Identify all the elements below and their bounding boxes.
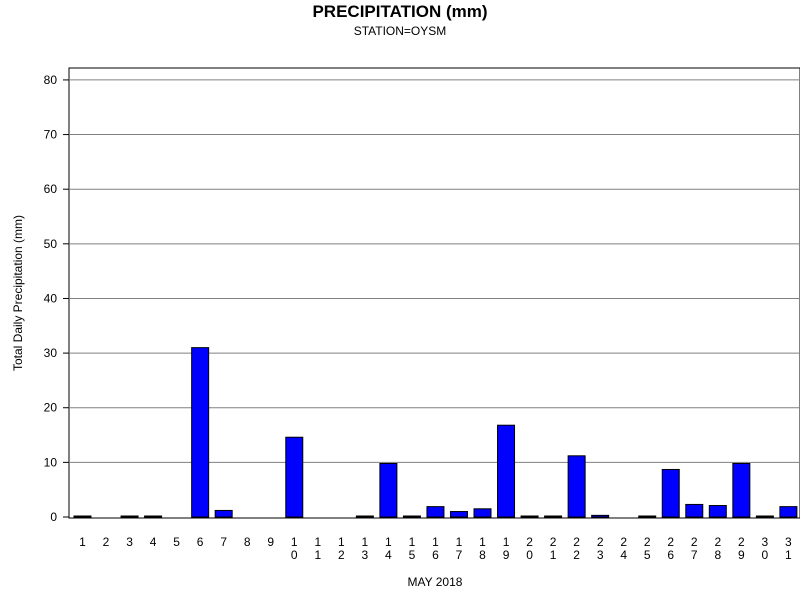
plot-frame [68,67,800,519]
x-tick-label: 2 [644,535,651,549]
bar-day-30 [755,515,774,518]
x-tick-label: 1 [338,535,345,549]
x-tick-label: 1 [432,535,439,549]
bar-day-1 [73,515,92,518]
x-tick-label: 9 [503,548,510,562]
x-tick-label: 0 [526,548,533,562]
x-tick-label: 2 [550,535,557,549]
x-tick-label: 1 [314,548,321,562]
x-tick-label: 2 [597,535,604,549]
x-tick-label: 1 [550,548,557,562]
bar-day-19 [497,424,516,518]
x-tick-label: 4 [620,548,627,562]
bar-day-3 [120,515,139,518]
x-tick-label: 1 [291,535,298,549]
x-tick-label: 4 [150,535,157,549]
x-tick-label: 2 [103,535,110,549]
bar-day-28 [708,505,727,518]
x-tick-label: 9 [738,548,745,562]
bar-day-29 [732,462,751,518]
bar-day-22 [567,455,586,518]
x-tick-label: 3 [762,535,769,549]
x-tick-label: 5 [409,548,416,562]
y-tick-label: 30 [44,346,58,360]
x-tick-label: 8 [479,548,486,562]
bar-day-6 [191,347,210,518]
y-tick-label: 40 [44,291,58,305]
x-tick-label: 4 [385,548,392,562]
x-tick-label: 2 [573,535,580,549]
x-tick-label: 2 [714,535,721,549]
x-tick-label: 0 [762,548,769,562]
x-tick-label: 2 [667,535,674,549]
x-tick-label: 5 [644,548,651,562]
bar-day-27 [685,503,704,518]
y-axis-label: Total Daily Precipitation (mm) [11,215,25,371]
bar-day-4 [144,515,163,518]
x-tick-label: 6 [667,548,674,562]
y-tick-label: 20 [44,401,58,415]
x-tick-label: 1 [479,535,486,549]
bars-group [73,347,798,518]
y-tick-label: 0 [50,510,57,524]
y-tick-label: 80 [44,73,58,87]
y-tick-label: 10 [44,455,58,469]
x-tick-label: 5 [173,535,180,549]
grid-lines [70,79,799,463]
x-tick-label: 6 [432,548,439,562]
x-tick-label: 3 [597,548,604,562]
x-tick-label: 2 [338,548,345,562]
x-tick-label: 1 [79,535,86,549]
bar-day-23 [591,514,610,518]
x-tick-label: 7 [220,535,227,549]
x-axis-label: MAY 2018 [408,575,463,589]
x-axis-ticks: 1 2 3 4 5 6 7 8 9 1011121314151617181920212223242… [79,535,792,562]
bar-day-15 [402,515,421,518]
x-tick-label: 3 [785,535,792,549]
y-tick-label: 50 [44,237,58,251]
x-tick-label: 2 [573,548,580,562]
bar-day-26 [661,468,680,518]
bar-day-10 [285,436,304,518]
x-tick-label: 0 [291,548,298,562]
x-tick-label: 2 [738,535,745,549]
x-tick-label: 8 [714,548,721,562]
x-tick-label: 1 [456,535,463,549]
y-tick-label: 60 [44,182,58,196]
bar-day-20 [520,515,539,518]
chart-subtitle: STATION=OYSM [354,24,447,38]
y-axis-ticks: 0 10 20 30 40 50 60 70 80 [44,73,69,524]
x-tick-label: 1 [503,535,510,549]
x-tick-label: 1 [314,535,321,549]
x-tick-label: 2 [526,535,533,549]
x-tick-label: 7 [456,548,463,562]
bar-day-14 [379,462,398,518]
bar-day-16 [426,506,445,518]
bar-day-25 [638,515,657,518]
x-tick-label: 2 [620,535,627,549]
bar-day-13 [355,515,374,518]
x-tick-label: 9 [267,535,274,549]
x-tick-label: 2 [691,535,698,549]
bar-day-7 [214,509,233,518]
y-tick-label: 70 [44,128,58,142]
x-tick-label: 1 [385,535,392,549]
bar-day-18 [473,508,492,518]
bar-day-31 [779,506,798,518]
x-tick-label: 1 [362,535,369,549]
x-tick-label: 3 [362,548,369,562]
x-tick-label: 6 [197,535,204,549]
bar-day-21 [544,515,563,518]
x-tick-label: 8 [244,535,251,549]
chart-title: PRECIPITATION (mm) [312,2,487,21]
x-tick-label: 1 [785,548,792,562]
x-tick-label: 1 [409,535,416,549]
bar-day-17 [449,511,468,518]
x-tick-label: 3 [126,535,133,549]
x-tick-label: 7 [691,548,698,562]
